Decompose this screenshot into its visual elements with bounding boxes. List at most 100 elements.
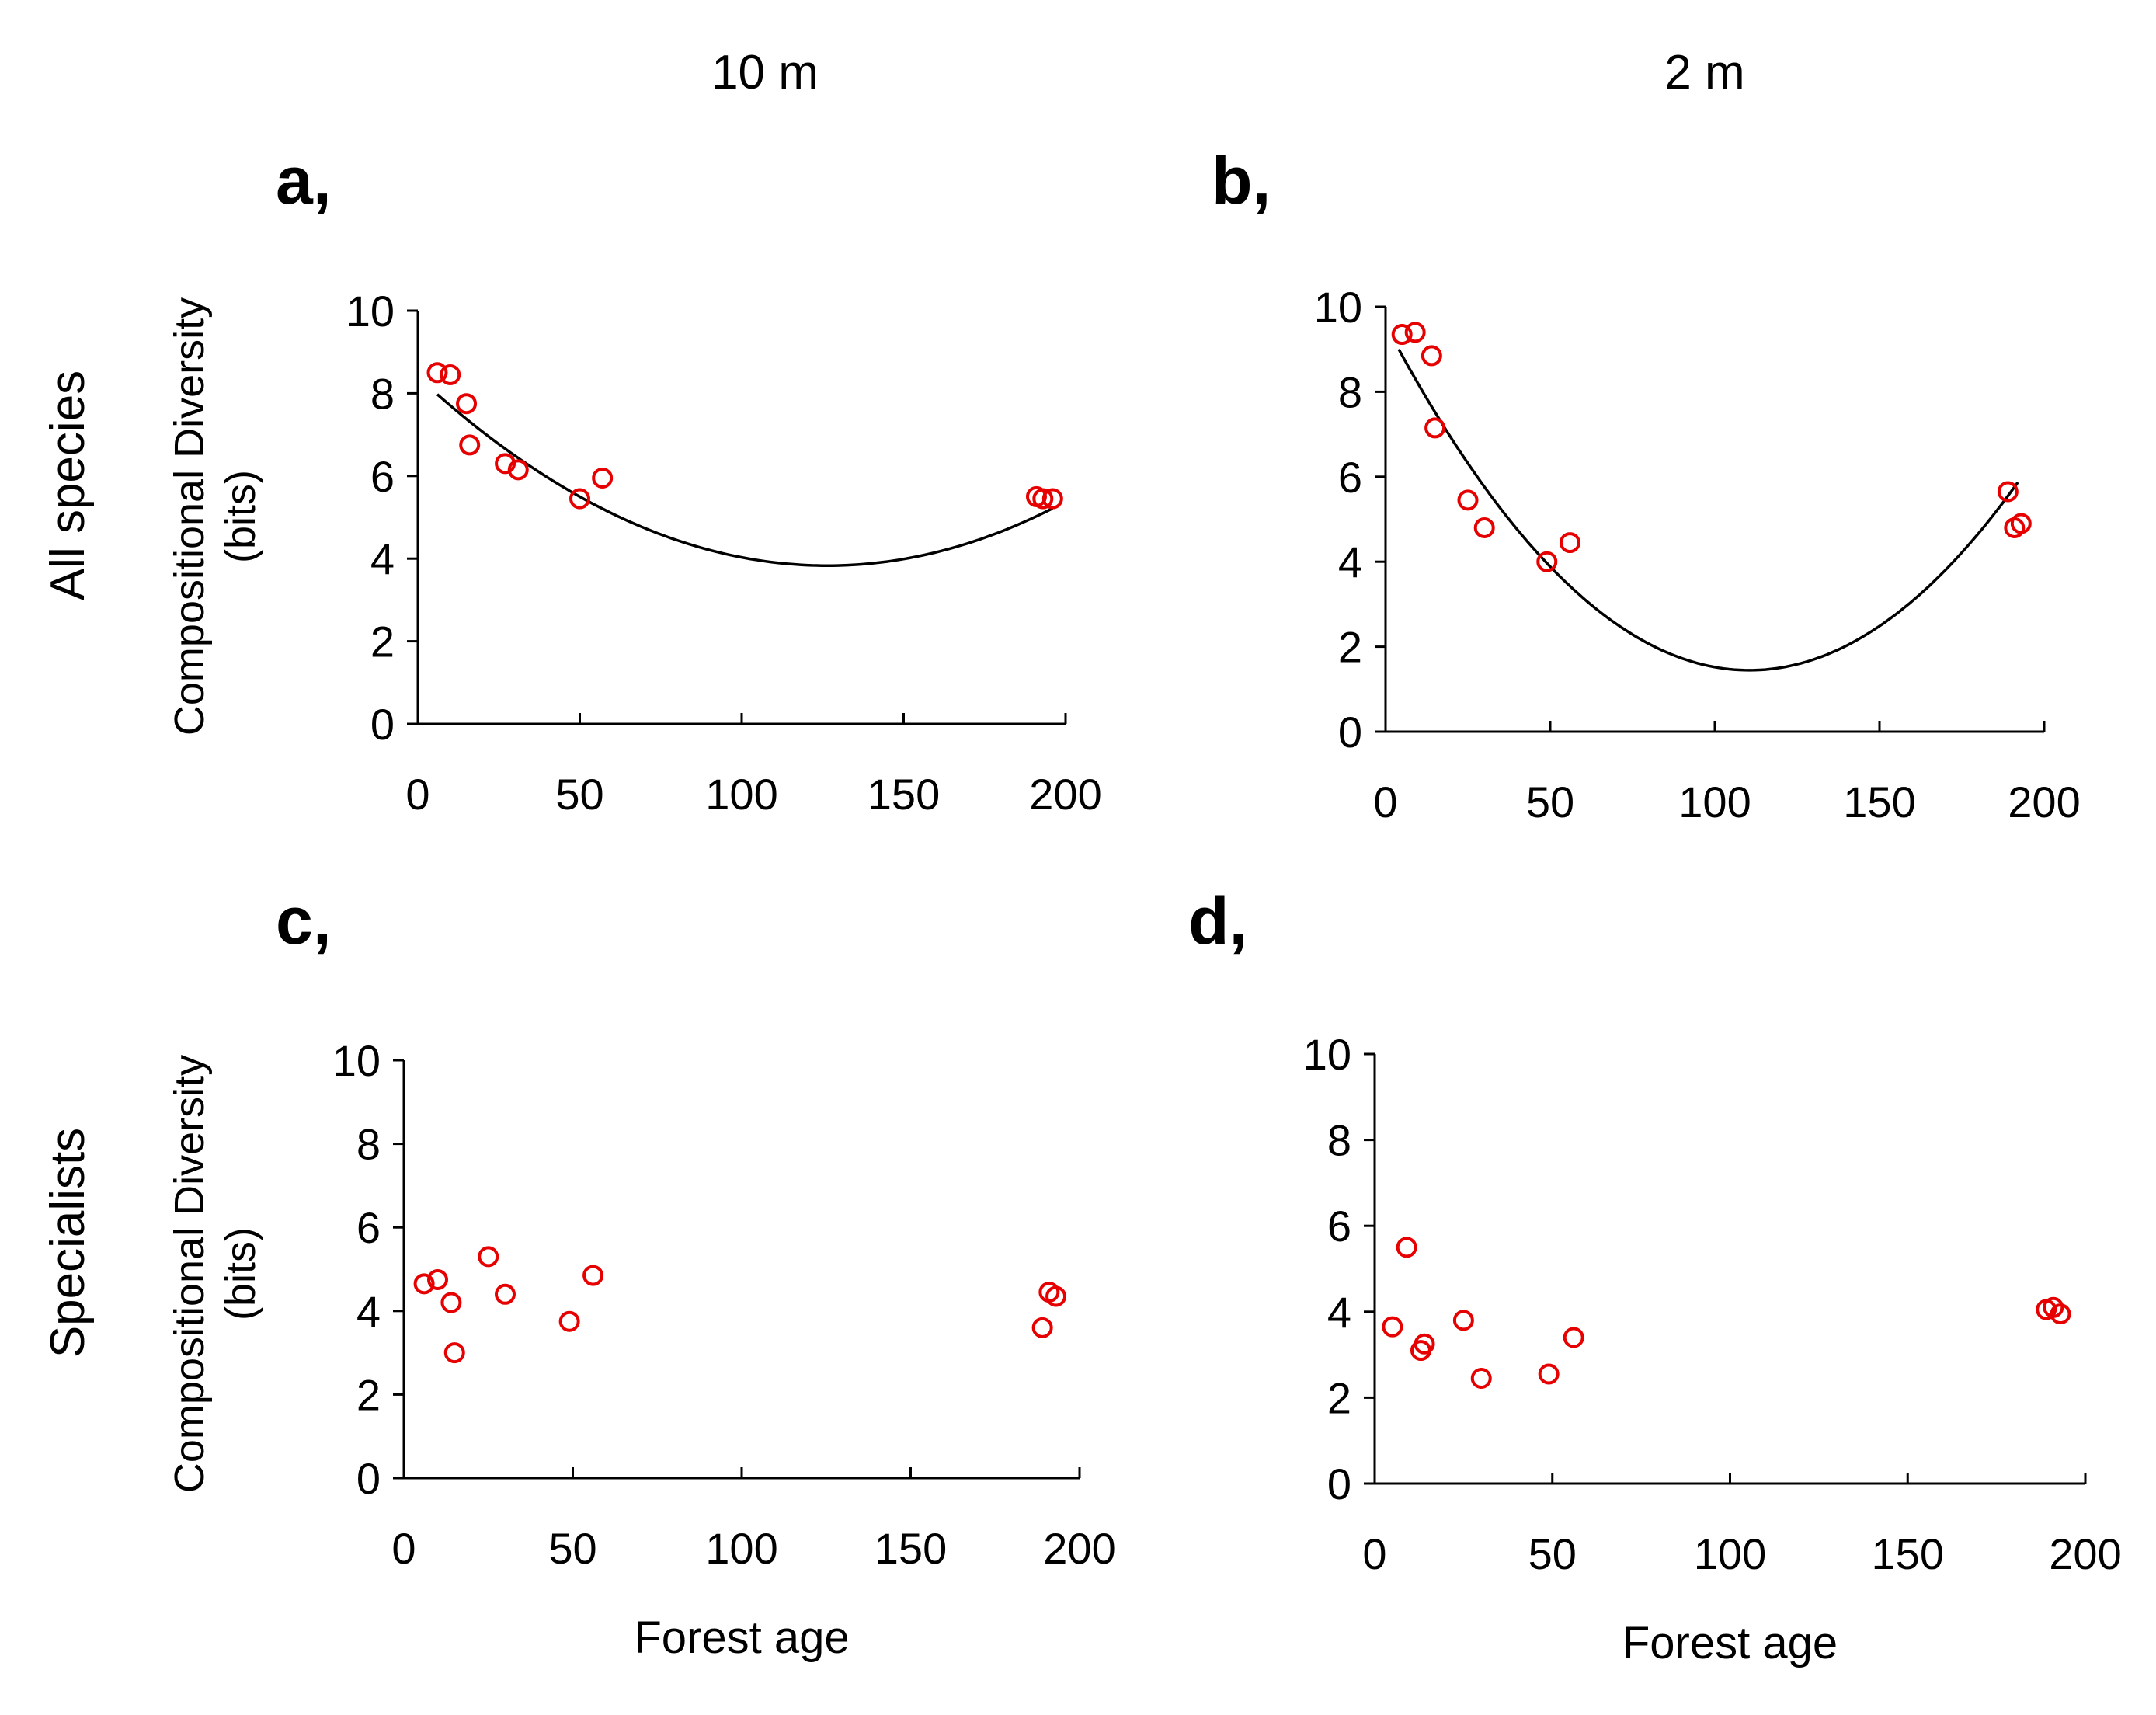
data-point <box>427 1268 448 1290</box>
y-tick-label: 4 <box>1338 537 1362 586</box>
y-tick-label: 8 <box>1338 367 1362 416</box>
fit-curve <box>1397 348 2019 672</box>
x-tick-label: 0 <box>391 1524 416 1573</box>
x-tick-label: 200 <box>1043 1524 1115 1573</box>
y-axis-label: Compositional Diversity (bits) <box>166 1055 264 1493</box>
y-tick-label: 6 <box>1338 453 1362 502</box>
column-title-10m: 10 m <box>711 46 819 99</box>
data-point <box>1452 1310 1474 1331</box>
data-point <box>1032 488 1054 510</box>
data-point <box>1414 1333 1435 1355</box>
x-tick-label: 50 <box>548 1524 596 1573</box>
fit-curve <box>436 393 1054 567</box>
x-tick-label: 50 <box>555 770 603 819</box>
data-point <box>413 1273 435 1295</box>
data-point <box>1424 417 1446 439</box>
y-tick-label: 0 <box>1327 1459 1351 1508</box>
x-axis-label: Forest age <box>634 1612 849 1663</box>
y-tick-label: 6 <box>1327 1202 1351 1251</box>
data-point <box>495 453 516 475</box>
x-tick-label: 0 <box>405 770 429 819</box>
x-tick-label: 200 <box>2008 777 2080 826</box>
data-point <box>1473 517 1495 538</box>
y-tick-label: 10 <box>332 1036 381 1085</box>
data-point <box>1421 345 1442 367</box>
x-tick-label: 200 <box>1029 770 1101 819</box>
data-point <box>456 393 478 415</box>
row-title-specialists: Specialists <box>41 1128 95 1358</box>
x-tick-label: 150 <box>1843 777 1915 826</box>
x-tick-label: 100 <box>1694 1529 1766 1578</box>
data-point <box>1045 1285 1067 1307</box>
y-tick-label: 0 <box>1338 708 1362 757</box>
y-tick-label: 4 <box>1327 1288 1351 1337</box>
data-point <box>582 1265 604 1286</box>
y-tick-label: 6 <box>356 1203 381 1252</box>
data-point <box>440 1292 462 1313</box>
x-tick-label: 50 <box>1528 1529 1577 1578</box>
x-tick-label: 50 <box>1526 777 1574 826</box>
y-tick-label: 2 <box>1338 623 1362 672</box>
row-title-all-species: All species <box>41 370 95 600</box>
data-point <box>507 459 529 481</box>
data-point <box>495 1283 516 1305</box>
data-point <box>1457 489 1479 511</box>
x-tick-label: 200 <box>2049 1529 2121 1578</box>
data-point <box>1396 1237 1417 1258</box>
y-tick-label: 8 <box>370 369 395 418</box>
data-point <box>443 1342 465 1364</box>
data-point <box>440 364 461 385</box>
data-point <box>2010 513 2032 534</box>
panel-label: c, <box>276 884 332 958</box>
data-point <box>1391 324 1413 346</box>
y-tick-label: 0 <box>356 1454 381 1503</box>
y-tick-label: 2 <box>1327 1373 1351 1422</box>
panel-label: d, <box>1188 884 1247 958</box>
data-point <box>1536 551 1558 572</box>
y-tick-label: 2 <box>356 1370 381 1419</box>
y-tick-label: 10 <box>1303 1030 1351 1079</box>
data-point <box>558 1310 580 1332</box>
x-axis-label: Forest age <box>1622 1618 1838 1668</box>
x-tick-label: 0 <box>1373 777 1397 826</box>
y-tick-label: 8 <box>1327 1116 1351 1165</box>
y-tick-label: 6 <box>370 452 395 501</box>
data-point <box>569 488 590 510</box>
data-point <box>459 434 481 456</box>
data-point <box>1382 1316 1403 1338</box>
x-tick-label: 150 <box>868 770 940 819</box>
data-point <box>1470 1368 1492 1390</box>
y-tick-label: 8 <box>356 1120 381 1169</box>
x-tick-label: 100 <box>1678 777 1751 826</box>
y-tick-label: 10 <box>1314 283 1362 332</box>
data-point <box>1031 1317 1053 1338</box>
y-tick-label: 2 <box>370 617 395 666</box>
y-tick-label: 10 <box>346 287 395 336</box>
y-tick-label: 4 <box>370 534 395 583</box>
y-axis-label: Compositional Diversity (bits) <box>166 297 264 736</box>
data-point <box>2050 1303 2071 1325</box>
data-point <box>592 467 614 489</box>
data-point <box>1041 488 1063 510</box>
y-tick-label: 4 <box>356 1287 381 1336</box>
panel-label: a, <box>276 144 332 218</box>
data-point <box>426 362 448 384</box>
data-point <box>1997 481 2019 503</box>
data-point <box>1538 1363 1560 1385</box>
panel-label: b, <box>1212 144 1271 218</box>
data-point <box>1404 322 1426 343</box>
x-tick-label: 0 <box>1362 1529 1386 1578</box>
data-point <box>478 1246 499 1268</box>
column-title-2m: 2 m <box>1664 46 1744 99</box>
y-tick-label: 0 <box>370 700 395 749</box>
x-tick-label: 150 <box>1872 1529 1944 1578</box>
x-tick-label: 150 <box>875 1524 947 1573</box>
data-point <box>1563 1327 1584 1348</box>
data-point <box>1559 532 1580 554</box>
x-tick-label: 100 <box>705 1524 777 1573</box>
